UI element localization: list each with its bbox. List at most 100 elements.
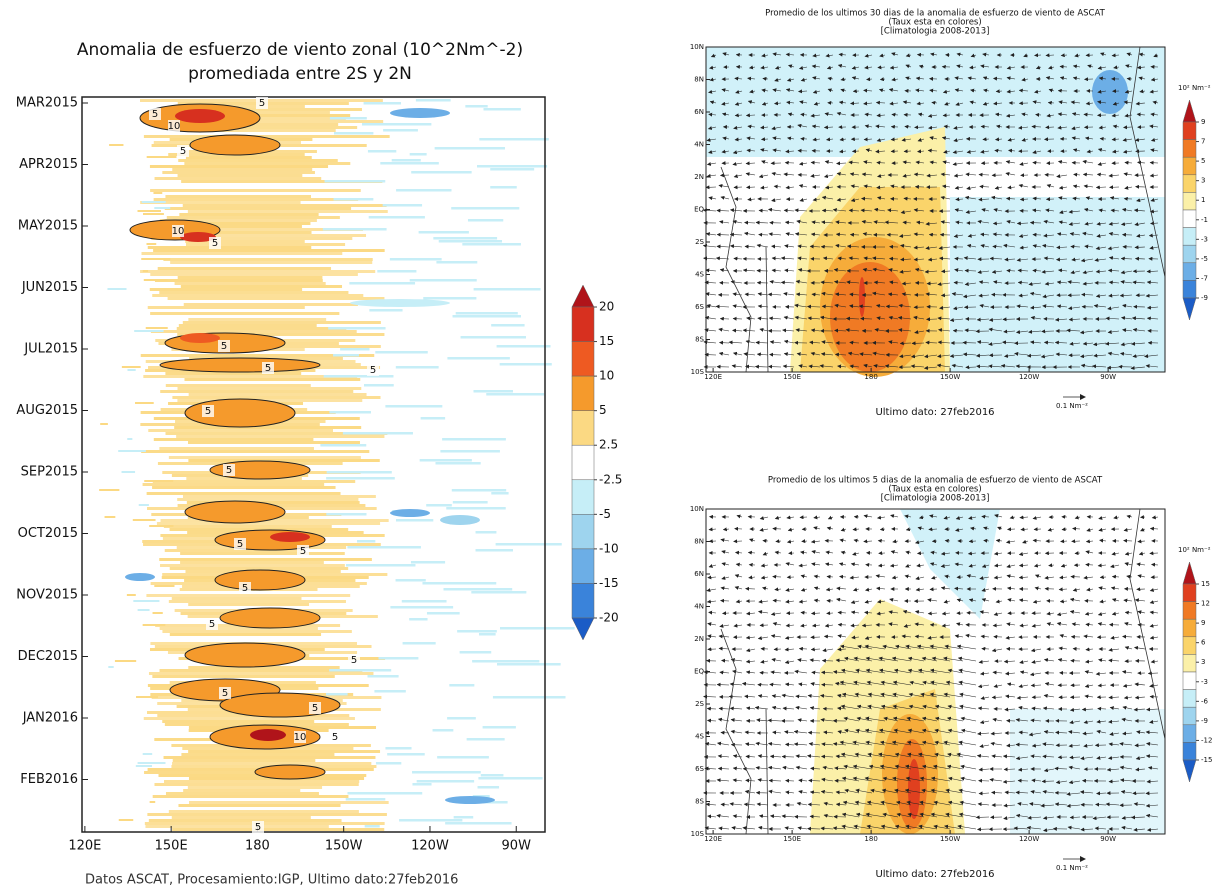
streak	[176, 327, 347, 330]
streak	[189, 801, 389, 804]
wind-vector	[1111, 53, 1120, 58]
streak	[482, 726, 516, 729]
wind-vector	[1008, 148, 1016, 153]
wind-vector	[929, 88, 938, 93]
streak	[149, 525, 174, 527]
wind-vector	[1005, 196, 1016, 201]
wind-vector	[952, 150, 964, 155]
streak	[132, 519, 156, 521]
x-tick-label: 150W	[325, 839, 363, 854]
wind-vector	[1060, 53, 1068, 58]
wind-vector	[861, 219, 873, 224]
wind-vector	[749, 89, 756, 94]
wind-vector	[708, 196, 717, 201]
wind-vector	[913, 172, 925, 177]
colorbar-segment	[571, 410, 595, 446]
wind-vector	[709, 65, 717, 70]
wind-vector	[940, 195, 951, 200]
wind-vector	[875, 100, 886, 105]
wind-vector	[840, 77, 847, 82]
streak	[183, 789, 301, 792]
wind-vector	[708, 112, 717, 117]
anomaly-patch	[250, 729, 286, 741]
streak	[479, 633, 496, 636]
streak	[475, 549, 513, 552]
wind-vector	[951, 292, 964, 297]
wind-vector	[772, 88, 782, 93]
streak	[483, 108, 521, 111]
streak	[186, 129, 336, 132]
wind-vector	[812, 137, 821, 142]
streak	[159, 558, 372, 561]
x-tick-label: 90W	[502, 839, 532, 854]
wind-vector	[733, 174, 743, 178]
wind-vector	[901, 281, 912, 286]
y-tick-label: 8N	[694, 76, 704, 84]
wind-vector	[787, 112, 795, 117]
wind-vector	[1082, 270, 1094, 275]
colorbar-label: -6	[1201, 697, 1209, 705]
streak	[420, 417, 446, 420]
colorbar-segment	[1182, 121, 1197, 140]
y-tick-label: 10S	[691, 368, 705, 376]
streak	[347, 792, 423, 795]
x-tick-label: 90W	[1100, 835, 1116, 843]
wind-vector	[970, 53, 977, 58]
streak	[149, 288, 303, 291]
wind-vector	[1145, 293, 1159, 298]
wind-vector	[929, 136, 938, 141]
streak	[165, 432, 388, 435]
wind-vector	[798, 89, 808, 94]
wind-vector	[1046, 113, 1055, 118]
contour-label: 5	[205, 406, 211, 417]
streak	[148, 429, 333, 432]
wind-vector	[1083, 207, 1094, 212]
streak	[435, 462, 481, 465]
wind-vector	[877, 65, 886, 70]
wind-vector	[1032, 268, 1042, 273]
y-tick-label: MAY2015	[18, 219, 78, 234]
wind-vector	[1105, 316, 1120, 321]
wind-vector	[992, 244, 1003, 249]
streak	[182, 321, 381, 324]
streak	[399, 819, 463, 822]
streak	[149, 165, 329, 168]
wind-vector	[773, 184, 782, 189]
streak	[437, 756, 489, 759]
streak	[396, 189, 452, 192]
contour-label: 5	[222, 688, 228, 699]
anomaly-patch	[159, 357, 321, 373]
wind-vector	[864, 53, 873, 58]
streak	[141, 252, 343, 255]
wind-vector	[1072, 76, 1081, 81]
colorbar-tip	[1182, 297, 1197, 321]
streak	[475, 531, 497, 534]
wind-vector	[1003, 243, 1016, 248]
wind-vector	[784, 244, 795, 249]
wind-vector	[1097, 89, 1107, 94]
contour-label-bg	[297, 545, 309, 557]
y-tick-label: 8N	[694, 538, 704, 546]
streak	[153, 249, 385, 252]
wind-vector	[955, 220, 964, 225]
wind-vector	[848, 256, 860, 261]
wind-vector	[994, 185, 1003, 190]
wind-vector	[913, 245, 925, 250]
wind-vector	[772, 52, 782, 57]
wind-vector	[938, 245, 951, 250]
anomaly-patch	[254, 764, 326, 780]
wind-vector	[1056, 232, 1068, 237]
wind-vector	[953, 125, 964, 130]
streak	[385, 405, 443, 408]
streak	[395, 519, 434, 522]
wind-vector	[964, 195, 977, 200]
wind-vector	[953, 234, 964, 238]
colorbar-segment	[571, 479, 595, 515]
colorbar-segment	[1182, 724, 1197, 743]
wind-vector	[732, 292, 743, 297]
streak	[361, 123, 432, 126]
wind-vector	[1109, 196, 1120, 201]
y-tick-label: 10S	[691, 830, 705, 838]
y-tick-label: 2S	[695, 238, 704, 246]
streak	[144, 822, 385, 825]
